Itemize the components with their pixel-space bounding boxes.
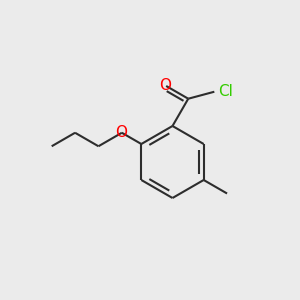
- Text: O: O: [159, 78, 171, 93]
- Text: O: O: [115, 125, 127, 140]
- Text: Cl: Cl: [218, 84, 233, 99]
